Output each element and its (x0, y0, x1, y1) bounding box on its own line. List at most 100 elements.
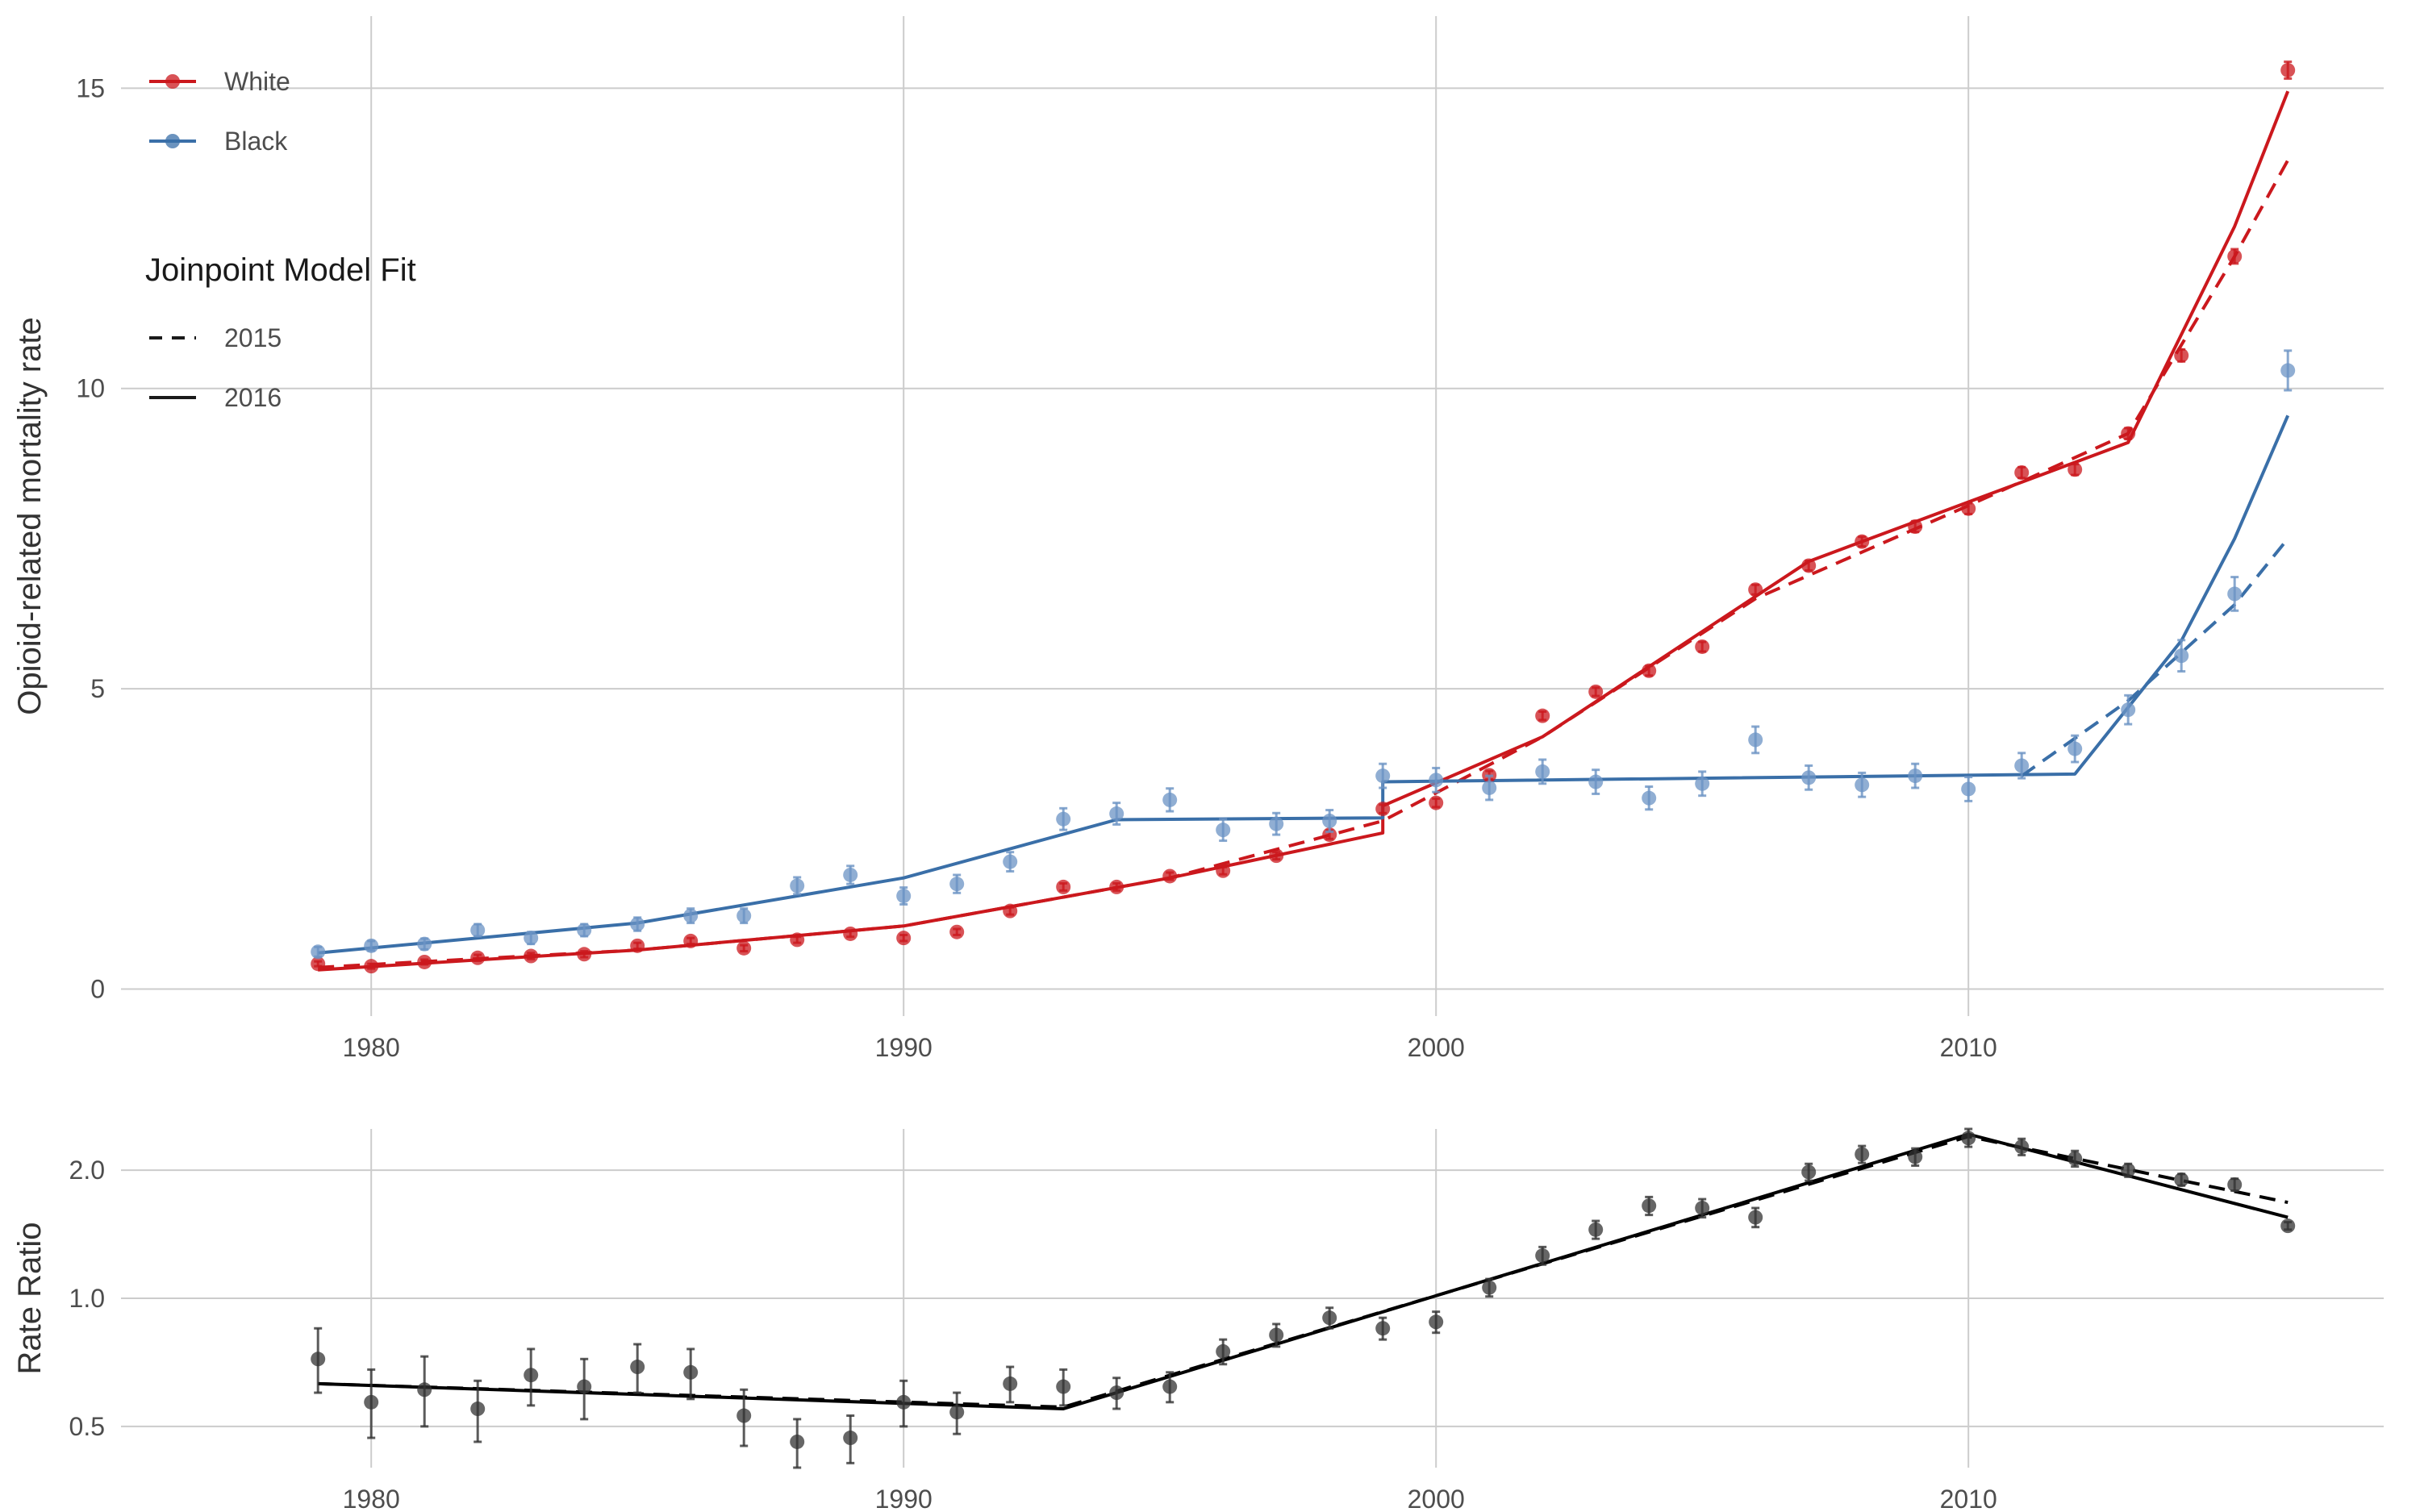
bottom-ratio-point (843, 1431, 858, 1446)
top-black-point (524, 931, 539, 946)
top-white-point (1695, 639, 1710, 654)
top-black-point (683, 908, 699, 923)
bottom-ratio-point (1748, 1210, 1763, 1225)
top-black-point (2174, 648, 2189, 664)
bottom-ratio-point (2174, 1172, 2189, 1187)
top-tick-labels: 1980 1990 2000 2010 0 5 10 15 (76, 73, 1996, 1062)
top-ytick-label: 0 (90, 974, 105, 1003)
top-black-point (1801, 770, 1817, 785)
top-white-point (1056, 879, 1071, 894)
top-xtick-label: 2010 (1940, 1033, 1997, 1062)
top-white-point (949, 924, 965, 939)
bottom-ratio-point (630, 1360, 645, 1375)
bottom-ytick-label: 2.0 (69, 1156, 105, 1185)
legend-label-2016: 2016 (224, 383, 282, 412)
bottom-ratio-point (1801, 1164, 1817, 1180)
top-black-point (1375, 768, 1391, 784)
top-white-point (1535, 708, 1550, 723)
top-white-point (1961, 501, 1976, 516)
top-gridlines (121, 16, 2384, 1016)
top-black-point (1748, 732, 1763, 748)
bottom-ratio-point (1216, 1343, 1231, 1359)
rate-ratio-2015-line (318, 1135, 2289, 1409)
top-white-point (311, 956, 326, 972)
top-white-point (1375, 802, 1391, 817)
bottom-ratio-point (683, 1364, 699, 1380)
black-2015-line (2021, 537, 2289, 777)
top-black-point (311, 944, 326, 960)
bottom-xtick-label: 2000 (1408, 1485, 1465, 1512)
top-ytick-label: 5 (90, 674, 105, 703)
bottom-xtick-label: 1980 (343, 1485, 400, 1512)
top-fit-lines (318, 90, 2290, 972)
top-black-point (1056, 811, 1071, 827)
bottom-ratio-point (311, 1352, 326, 1367)
top-white-point (1588, 684, 1604, 699)
top-black-point (1588, 774, 1604, 789)
top-black-point (364, 938, 379, 953)
legend-label-2015: 2015 (224, 323, 282, 352)
bottom-ratio-point (1269, 1327, 1284, 1343)
top-white-point (417, 954, 432, 969)
bottom-ratio-point (364, 1394, 379, 1410)
top-black-point (1535, 764, 1550, 779)
bottom-ratio-point (896, 1394, 912, 1410)
top-black-point (843, 867, 858, 882)
bottom-ytick-label: 1.0 (69, 1284, 105, 1313)
top-black-point (417, 936, 432, 952)
top-white-point (1642, 663, 1657, 678)
bottom-ratio-points (311, 1127, 2296, 1469)
top-white-point (2280, 63, 2296, 78)
bottom-ratio-point (1908, 1149, 1923, 1164)
bottom-xtick-label: 2010 (1940, 1485, 1997, 1512)
white-2015-line (318, 159, 2289, 969)
white-2016-line (318, 90, 2290, 972)
bottom-ratio-point (1482, 1280, 1497, 1295)
top-black-point (1003, 854, 1018, 869)
top-xtick-label: 1980 (343, 1033, 400, 1062)
top-white-point (1003, 903, 1018, 918)
top-white-point (1855, 534, 1870, 549)
legend-label-white: White (224, 67, 290, 96)
top-white-point (470, 950, 486, 965)
top-black-point (1269, 816, 1284, 831)
top-white-point (790, 932, 805, 948)
top-white-point (364, 959, 379, 974)
top-white-point (2174, 348, 2189, 363)
rate-ratio-2016-line (318, 1132, 2289, 1410)
bottom-ratio-point (736, 1408, 752, 1423)
legend-key-point-black (165, 134, 180, 148)
bottom-ratio-point (470, 1402, 486, 1417)
top-black-point (2280, 363, 2296, 378)
top-white-point (1109, 879, 1124, 894)
bottom-ratio-point (1642, 1198, 1657, 1214)
top-black-point (2227, 586, 2243, 602)
top-white-point (1216, 863, 1231, 878)
legend-title: Joinpoint Model Fit (145, 252, 416, 288)
legend-key-point-white (165, 74, 180, 89)
top-black-point (1695, 776, 1710, 791)
top-white-point (683, 933, 699, 948)
legend-label-black: Black (224, 127, 288, 156)
top-black-point (1908, 768, 1923, 784)
top-black-point (2121, 702, 2136, 718)
top-black-point (1429, 773, 1444, 788)
top-black-point (736, 908, 752, 923)
top-black-point (2014, 758, 2030, 773)
bottom-ratio-point (949, 1405, 965, 1420)
black-2016-line (318, 414, 2290, 955)
top-white-point (1908, 519, 1923, 535)
top-black-point (1109, 806, 1124, 822)
bottom-ratio-point (1535, 1248, 1550, 1264)
top-xtick-label: 1990 (875, 1033, 933, 1062)
top-white-point (1269, 848, 1284, 864)
top-white-point (2014, 465, 2030, 481)
bottom-ratio-point (1162, 1379, 1178, 1394)
top-black-point (1961, 781, 1976, 797)
top-ytick-label: 15 (76, 73, 105, 102)
bottom-ratio-point (2121, 1163, 2136, 1178)
bottom-ratio-point (1695, 1201, 1710, 1216)
bottom-ratio-point (1056, 1379, 1071, 1394)
top-ytick-label: 10 (76, 374, 105, 403)
